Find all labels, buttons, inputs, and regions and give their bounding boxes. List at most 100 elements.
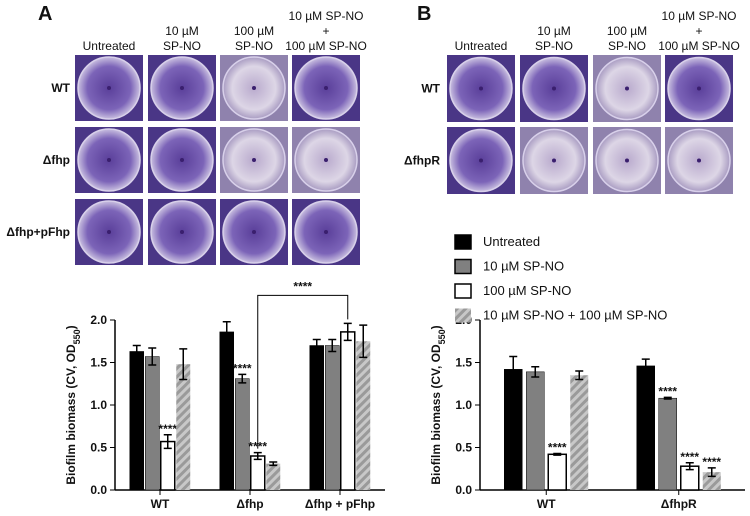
error-bar (553, 452, 562, 456)
bar (129, 351, 144, 491)
y-tick-label: 2.0 (90, 313, 107, 327)
column-header: 10 µM (165, 24, 199, 38)
significance-label: **** (702, 455, 721, 469)
error-bar (575, 370, 584, 381)
column-header: Untreated (83, 39, 136, 53)
bar (325, 345, 340, 491)
bar (340, 331, 356, 491)
y-tick-label: 0.0 (90, 483, 107, 497)
y-tick-label: 1.5 (455, 356, 472, 370)
well-center (697, 86, 701, 91)
column-header: SP-NO (235, 39, 273, 53)
column-header: 100 µM SP-NO (658, 39, 740, 53)
comparison-bracket (257, 294, 349, 449)
significance-label: **** (680, 450, 699, 464)
well-center (697, 158, 701, 163)
significance-label: **** (158, 422, 177, 436)
bar (266, 463, 281, 490)
y-tick-label: 0.5 (90, 441, 107, 455)
panel-label: B (417, 3, 431, 25)
y-axis-label-part: 550 (437, 329, 447, 344)
comparison-label: **** (293, 279, 312, 293)
y-tick-label: 0.5 (455, 441, 472, 455)
row-label: Δfhp+pFhp (6, 225, 70, 239)
well-center (552, 158, 556, 163)
well-center (324, 230, 328, 234)
well-center (107, 230, 111, 234)
column-header: 10 µM (537, 24, 571, 38)
error-bar (685, 462, 694, 471)
legend-swatch (454, 283, 472, 299)
column-header: 10 µM SP-NO (662, 9, 737, 23)
well-center (324, 158, 328, 162)
row-label: Δfhp (43, 153, 70, 167)
error-bar (531, 366, 540, 378)
x-tick-label: ΔfhpR (661, 497, 697, 511)
well-center (252, 86, 256, 90)
panel-label: A (38, 3, 52, 25)
bar (250, 455, 266, 491)
error-bar (222, 320, 231, 343)
legend-label: 10 µM SP-NO + 100 µM SP-NO (483, 308, 667, 323)
x-tick-label: Δfhp (236, 497, 263, 511)
y-axis-label-part: ) (429, 325, 443, 329)
error-bar (663, 396, 672, 400)
error-bar (641, 358, 650, 374)
bar (176, 364, 191, 490)
bar (526, 371, 545, 491)
error-bar (328, 338, 337, 353)
column-header: + (322, 24, 329, 38)
well-center (107, 158, 111, 162)
x-tick-label: WT (151, 497, 170, 511)
well-center (252, 230, 256, 234)
y-axis-label-part: Biofilm biomass (CV, OD (64, 344, 78, 485)
well-center (180, 158, 184, 162)
column-header: 10 µM SP-NO (289, 9, 364, 23)
error-bar (312, 338, 321, 353)
bar (570, 375, 589, 490)
well-center (479, 158, 483, 163)
bar (702, 472, 721, 490)
y-tick-label: 1.0 (455, 398, 472, 412)
bar (309, 345, 324, 491)
well-center (180, 86, 184, 90)
error-bar (269, 461, 278, 467)
y-tick-label: 0.0 (455, 483, 472, 497)
y-axis-label: Biofilm biomass (CV, OD550) (64, 325, 82, 484)
column-header: 100 µM (607, 24, 647, 38)
y-axis-label: Biofilm biomass (CV, OD550) (429, 325, 447, 484)
bar (504, 369, 523, 491)
bar (145, 356, 160, 491)
well-center (625, 158, 629, 163)
error-bar (132, 344, 141, 359)
column-header: SP-NO (608, 39, 646, 53)
y-axis-label-part: 550 (72, 329, 82, 344)
row-label: WT (421, 82, 440, 96)
y-axis-label-part: ) (64, 325, 78, 329)
bar (356, 341, 371, 490)
significance-label: **** (233, 361, 252, 375)
well-center (552, 86, 556, 91)
legend-label: 100 µM SP-NO (483, 283, 571, 298)
well-center (625, 86, 629, 91)
y-tick-label: 1.0 (90, 398, 107, 412)
legend-swatch (455, 308, 471, 323)
x-tick-label: WT (537, 497, 556, 511)
significance-label: **** (658, 384, 677, 398)
error-bar (163, 434, 172, 450)
significance-label: **** (548, 440, 567, 454)
error-bar (179, 348, 188, 381)
bar (547, 453, 567, 491)
column-header: SP-NO (163, 39, 201, 53)
column-header: 100 µM (234, 24, 274, 38)
well-center (479, 86, 483, 91)
bar (235, 378, 250, 491)
y-tick-label: 1.5 (90, 356, 107, 370)
column-header: Untreated (455, 39, 508, 53)
row-label: ΔfhpR (404, 154, 440, 168)
column-header: + (695, 24, 702, 38)
column-header: 100 µM SP-NO (285, 39, 367, 53)
error-bar (343, 322, 352, 342)
